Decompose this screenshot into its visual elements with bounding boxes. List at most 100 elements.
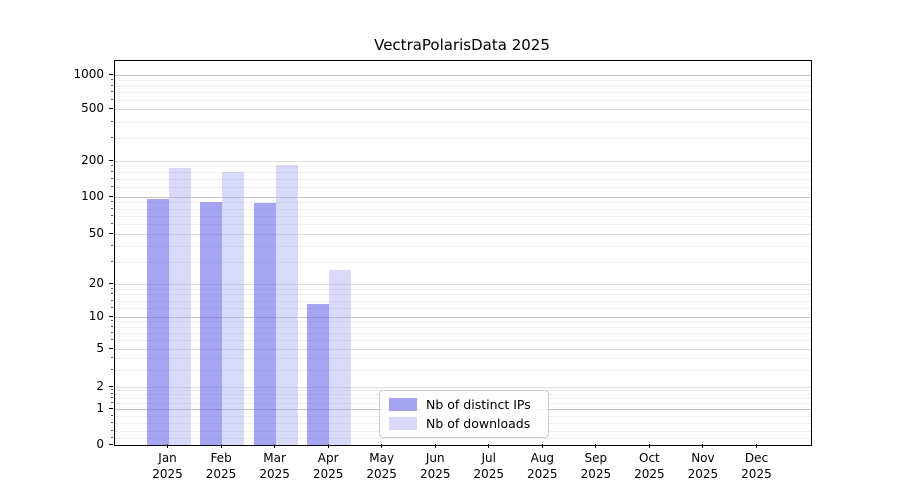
- legend-item-distinct-ips: Nb of distinct IPs: [389, 397, 539, 412]
- x-tick-mark: [488, 444, 490, 448]
- gridline-minor: [115, 187, 811, 189]
- y-minor-tick-mark: [111, 136, 113, 138]
- y-tick-label: 20: [88, 276, 104, 290]
- y-minor-tick-mark: [111, 402, 113, 404]
- x-tick-mark: [167, 444, 169, 448]
- y-minor-tick-mark: [111, 389, 113, 391]
- y-minor-tick-mark: [111, 201, 113, 203]
- y-tick-mark: [109, 315, 113, 317]
- y-minor-tick-mark: [111, 223, 113, 225]
- y-tick-mark: [109, 108, 113, 109]
- y-tick-mark: [109, 408, 113, 409]
- y-minor-tick-mark: [111, 165, 113, 167]
- gridline-minor: [115, 80, 811, 82]
- legend-label-downloads: Nb of downloads: [426, 416, 531, 431]
- y-minor-tick-mark: [111, 245, 113, 247]
- gridline-minor: [115, 121, 811, 123]
- gridline-major: [115, 316, 811, 318]
- y-minor-tick-mark: [111, 325, 113, 327]
- y-tick-mark: [109, 444, 113, 445]
- y-minor-tick-mark: [111, 415, 113, 417]
- y-minor-tick-mark: [111, 186, 113, 188]
- gridline-minor: [115, 321, 811, 323]
- gridline-major: [115, 75, 811, 76]
- x-tick-mark: [274, 444, 276, 448]
- legend-swatch-downloads: [389, 417, 417, 430]
- gridline-minor: [115, 326, 811, 328]
- x-tick-mark: [327, 444, 329, 448]
- gridline-minor: [115, 307, 811, 309]
- y-minor-tick-mark: [111, 287, 113, 289]
- x-tick-label: Apr 2025: [312, 451, 344, 481]
- y-minor-tick-mark: [111, 339, 113, 341]
- x-tick-label: Oct 2025: [634, 451, 665, 481]
- x-tick-mark: [595, 444, 597, 448]
- y-minor-tick-mark: [111, 84, 113, 86]
- y-tick-mark: [109, 74, 113, 75]
- x-tick-label: Nov 2025: [687, 451, 719, 481]
- y-minor-tick-mark: [111, 260, 113, 262]
- y-tick-mark: [109, 283, 113, 284]
- y-minor-tick-mark: [111, 214, 113, 216]
- y-minor-tick-mark: [111, 79, 113, 81]
- gridline-minor: [115, 224, 811, 226]
- y-minor-tick-mark: [111, 171, 113, 173]
- x-tick-mark: [434, 444, 436, 448]
- y-minor-tick-mark: [111, 120, 113, 122]
- x-tick-label: May 2025: [366, 451, 397, 481]
- y-tick-label: 100: [81, 188, 104, 203]
- gridline-major: [115, 161, 811, 162]
- x-tick-label: Feb 2025: [205, 451, 237, 481]
- gridline-minor: [115, 246, 811, 248]
- gridline-minor: [115, 437, 811, 439]
- y-minor-tick-mark: [111, 436, 113, 438]
- y-tick-label: 0: [96, 437, 104, 451]
- gridline-major: [115, 284, 811, 285]
- bar-distinct-ips-feb: [200, 202, 223, 445]
- gridline-minor: [115, 358, 811, 360]
- gridline-major: [115, 196, 811, 198]
- bar-distinct-ips-mar: [253, 203, 276, 445]
- x-tick-mark: [755, 444, 757, 448]
- y-minor-tick-mark: [111, 178, 113, 180]
- x-tick-label: Jan 2025: [152, 451, 183, 481]
- y-minor-tick-mark: [111, 293, 113, 295]
- gridline-minor: [115, 85, 811, 87]
- gridline-minor: [115, 202, 811, 204]
- gridline-minor: [115, 92, 811, 94]
- y-minor-tick-mark: [111, 99, 113, 101]
- y-tick-label: 500: [81, 101, 104, 115]
- x-tick-label: Jun 2025: [419, 451, 451, 481]
- gridline-minor: [115, 294, 811, 296]
- y-tick-mark: [109, 233, 113, 234]
- y-minor-tick-mark: [111, 299, 113, 301]
- y-tick-label: 200: [81, 153, 104, 167]
- x-tick-label: Aug 2025: [527, 451, 558, 481]
- y-tick-mark: [109, 160, 113, 161]
- y-tick-label: 10: [88, 308, 104, 323]
- y-minor-tick-mark: [111, 320, 113, 322]
- bar-downloads-jan: [168, 167, 191, 445]
- gridline-major: [115, 109, 811, 110]
- bar-downloads-apr: [329, 269, 352, 445]
- bar-distinct-ips-apr: [307, 304, 330, 445]
- gridline-minor: [115, 100, 811, 102]
- y-minor-tick-mark: [111, 422, 113, 424]
- y-minor-tick-mark: [111, 332, 113, 334]
- y-minor-tick-mark: [111, 306, 113, 308]
- gridline-minor: [115, 166, 811, 168]
- y-tick-label: 1000: [73, 67, 104, 81]
- gridline-minor: [115, 300, 811, 302]
- x-tick-mark: [220, 444, 222, 448]
- chart-title: VectraPolarisData 2025: [374, 36, 550, 54]
- gridline-minor: [115, 208, 811, 210]
- y-minor-tick-mark: [111, 393, 113, 395]
- gridline-minor: [115, 215, 811, 217]
- y-tick-label: 5: [96, 341, 104, 355]
- plot-area: Nb of distinct IPs Nb of downloads: [114, 60, 812, 446]
- legend-item-downloads: Nb of downloads: [389, 416, 539, 431]
- y-tick-mark: [109, 348, 113, 349]
- x-tick-mark: [702, 444, 704, 448]
- legend-label-distinct-ips: Nb of distinct IPs: [426, 397, 531, 412]
